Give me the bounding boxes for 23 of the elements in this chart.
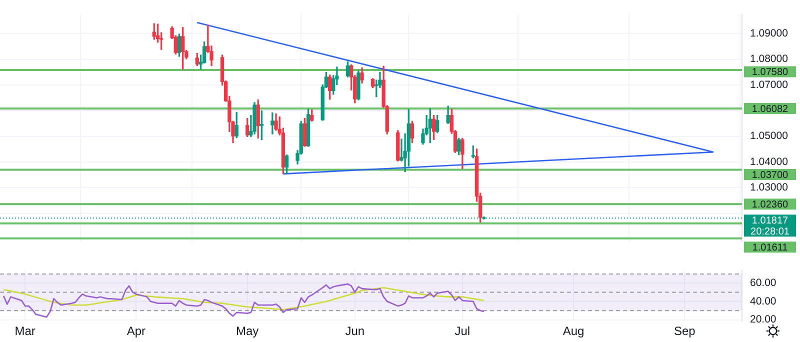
y-tick-label: 1.04000 bbox=[750, 156, 788, 168]
ref-line-label: 1.01817 bbox=[752, 215, 789, 226]
x-tick-label: Sep bbox=[674, 324, 696, 338]
x-tick-label: Jul bbox=[454, 324, 470, 338]
x-tick-label: Jun bbox=[345, 324, 365, 338]
y-tick-label: 20.00 bbox=[750, 314, 776, 326]
y-tick-label: 1.07000 bbox=[750, 78, 788, 91]
x-tick-label: Apr bbox=[126, 324, 146, 338]
ref-line-label: 1.07580 bbox=[752, 67, 789, 78]
ref-line-label: 1.06082 bbox=[752, 104, 789, 115]
y-tick-label: 1.03000 bbox=[750, 182, 788, 194]
ref-line-label: 1.01611 bbox=[752, 242, 788, 254]
y-tick-label: 1.05000 bbox=[750, 130, 788, 142]
ref-line-label: 1.02360 bbox=[752, 199, 789, 210]
y-tick-label: 1.08000 bbox=[750, 53, 788, 66]
x-tick-label: May bbox=[236, 324, 259, 338]
y-tick-label: 1.09000 bbox=[750, 27, 788, 40]
ref-line-label: 1.03700 bbox=[752, 170, 789, 181]
x-tick-label: Mar bbox=[14, 324, 36, 338]
x-tick-label: Aug bbox=[562, 324, 584, 338]
text: 20:28:01 bbox=[750, 226, 790, 238]
y-tick-label: 60.00 bbox=[750, 277, 776, 290]
y-tick-label: 40.00 bbox=[750, 295, 776, 308]
